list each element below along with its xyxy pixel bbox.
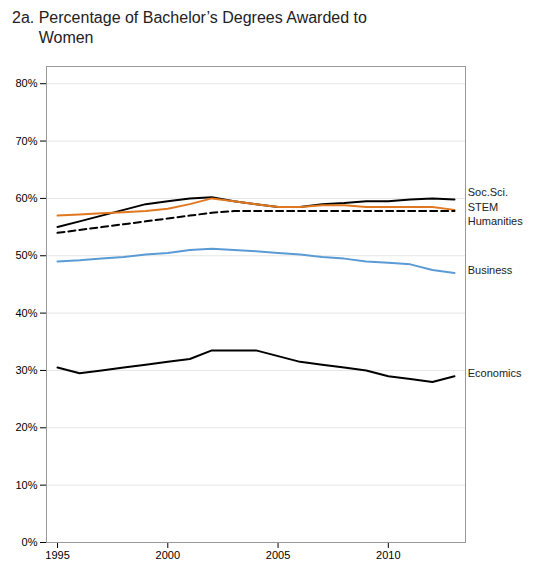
svg-text:80%: 80% <box>15 77 37 89</box>
svg-text:Soc.Sci.: Soc.Sci. <box>468 186 508 198</box>
svg-text:2010: 2010 <box>376 549 400 561</box>
svg-text:40%: 40% <box>15 307 37 319</box>
svg-text:Business: Business <box>468 264 513 276</box>
svg-text:70%: 70% <box>15 135 37 147</box>
html-text:2a. Percentage of Bachelor’s D: 2a. Percentage of Bachelor’s Degrees Awa… <box>12 9 367 46</box>
svg-text:Humanities: Humanities <box>468 215 524 227</box>
svg-text:2000: 2000 <box>156 549 180 561</box>
svg-text:0%: 0% <box>22 536 38 548</box>
svg-text:60%: 60% <box>15 192 37 204</box>
svg-text:50%: 50% <box>15 249 37 261</box>
svg-text:STEM: STEM <box>468 201 499 213</box>
svg-text:2005: 2005 <box>266 549 290 561</box>
svg-text:Economics: Economics <box>468 367 522 379</box>
svg-text:1995: 1995 <box>45 549 69 561</box>
svg-text:10%: 10% <box>15 479 37 491</box>
svg-text:30%: 30% <box>15 364 37 376</box>
svg-text:20%: 20% <box>15 421 37 433</box>
